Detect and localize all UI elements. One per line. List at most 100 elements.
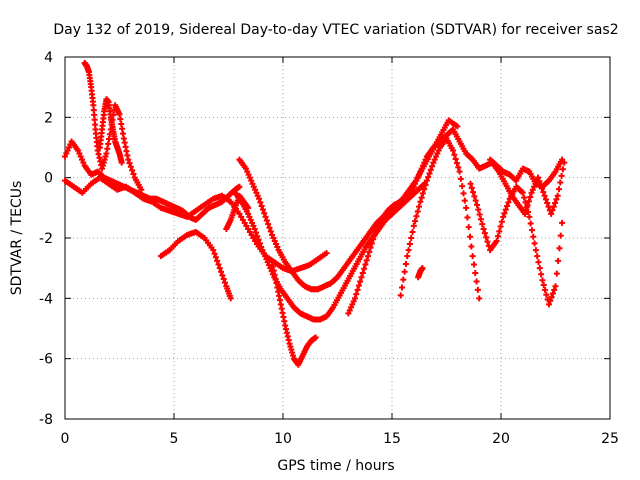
data-point <box>545 301 552 308</box>
data-point <box>456 168 463 175</box>
data-point <box>527 193 534 200</box>
data-point <box>376 219 383 226</box>
data-point <box>266 224 273 231</box>
data-point <box>251 225 258 232</box>
data-point <box>481 230 488 237</box>
data-point <box>216 265 223 272</box>
data-point <box>417 198 424 205</box>
data-point <box>244 168 251 175</box>
data-point <box>254 233 261 240</box>
data-point <box>416 171 423 178</box>
data-point <box>350 298 357 305</box>
data-point <box>247 216 254 223</box>
data-point <box>259 206 266 213</box>
data-point <box>434 150 441 157</box>
data-point <box>408 235 415 241</box>
data-point <box>549 290 556 297</box>
data-point <box>480 225 487 232</box>
data-point <box>534 253 541 260</box>
series-arc3 <box>236 117 461 293</box>
data-point <box>468 184 475 191</box>
data-point <box>463 204 470 211</box>
data-point <box>273 241 280 248</box>
data-point <box>548 294 555 301</box>
data-point <box>551 286 558 293</box>
data-point <box>461 197 468 204</box>
data-point <box>559 156 566 163</box>
data-point <box>527 220 534 227</box>
data-point <box>271 238 278 245</box>
data-point <box>531 240 538 247</box>
data-point <box>521 194 528 201</box>
data-point <box>368 240 375 247</box>
data-point <box>475 206 482 213</box>
series-arc11 <box>467 180 566 308</box>
data-point <box>476 295 483 302</box>
data-point <box>497 223 504 230</box>
data-point <box>484 238 491 245</box>
data-point <box>539 277 546 284</box>
x-tick-label: 10 <box>274 431 292 447</box>
data-point <box>267 228 274 235</box>
data-point <box>263 256 270 263</box>
data-point <box>245 204 252 211</box>
series-arc7 <box>96 96 125 166</box>
data-point <box>553 270 560 277</box>
y-tick-label: -2 <box>39 231 53 247</box>
data-point <box>375 222 382 229</box>
data-point <box>435 147 442 154</box>
data-point <box>248 177 255 184</box>
data-point <box>254 192 261 199</box>
data-point <box>418 165 425 172</box>
data-point <box>118 159 125 166</box>
data-point <box>500 213 507 220</box>
data-point <box>260 250 267 257</box>
data-point <box>559 219 566 226</box>
x-tick-label: 25 <box>601 431 619 447</box>
data-point <box>255 236 262 243</box>
data-point <box>245 171 252 178</box>
data-point <box>363 257 370 264</box>
series-arc2 <box>62 174 330 275</box>
data-point <box>547 297 554 304</box>
data-point <box>414 174 421 181</box>
y-tick-label: 4 <box>44 50 53 66</box>
data-point <box>418 194 425 201</box>
data-point <box>465 224 472 231</box>
data-point <box>422 156 429 163</box>
data-point <box>476 211 483 218</box>
data-point <box>427 166 434 173</box>
data-point <box>414 208 421 215</box>
data-point <box>359 269 366 276</box>
data-point <box>246 174 253 181</box>
data-point <box>219 272 226 279</box>
data-point <box>130 171 137 178</box>
data-point <box>399 284 406 291</box>
data-point <box>323 250 330 257</box>
data-point <box>412 218 419 225</box>
data-point <box>472 197 479 204</box>
data-point <box>558 172 565 179</box>
data-point <box>353 291 360 298</box>
data-point <box>472 269 479 276</box>
data-point <box>236 210 243 217</box>
data-point <box>529 186 536 193</box>
data-point <box>498 218 505 225</box>
data-point <box>416 203 423 210</box>
data-point <box>555 257 562 264</box>
series-arc13 <box>223 192 252 232</box>
data-point <box>351 295 358 302</box>
data-point <box>227 295 234 302</box>
data-point <box>468 243 475 250</box>
data-point <box>421 159 428 166</box>
y-tick-label: -4 <box>39 291 53 307</box>
series-arc10 <box>397 135 483 302</box>
data-point <box>412 180 419 187</box>
data-point <box>477 216 484 223</box>
data-point <box>259 247 266 254</box>
data-point <box>452 155 459 162</box>
data-point <box>530 233 537 240</box>
data-point <box>423 177 430 184</box>
data-point <box>79 156 86 163</box>
data-point <box>429 163 436 170</box>
